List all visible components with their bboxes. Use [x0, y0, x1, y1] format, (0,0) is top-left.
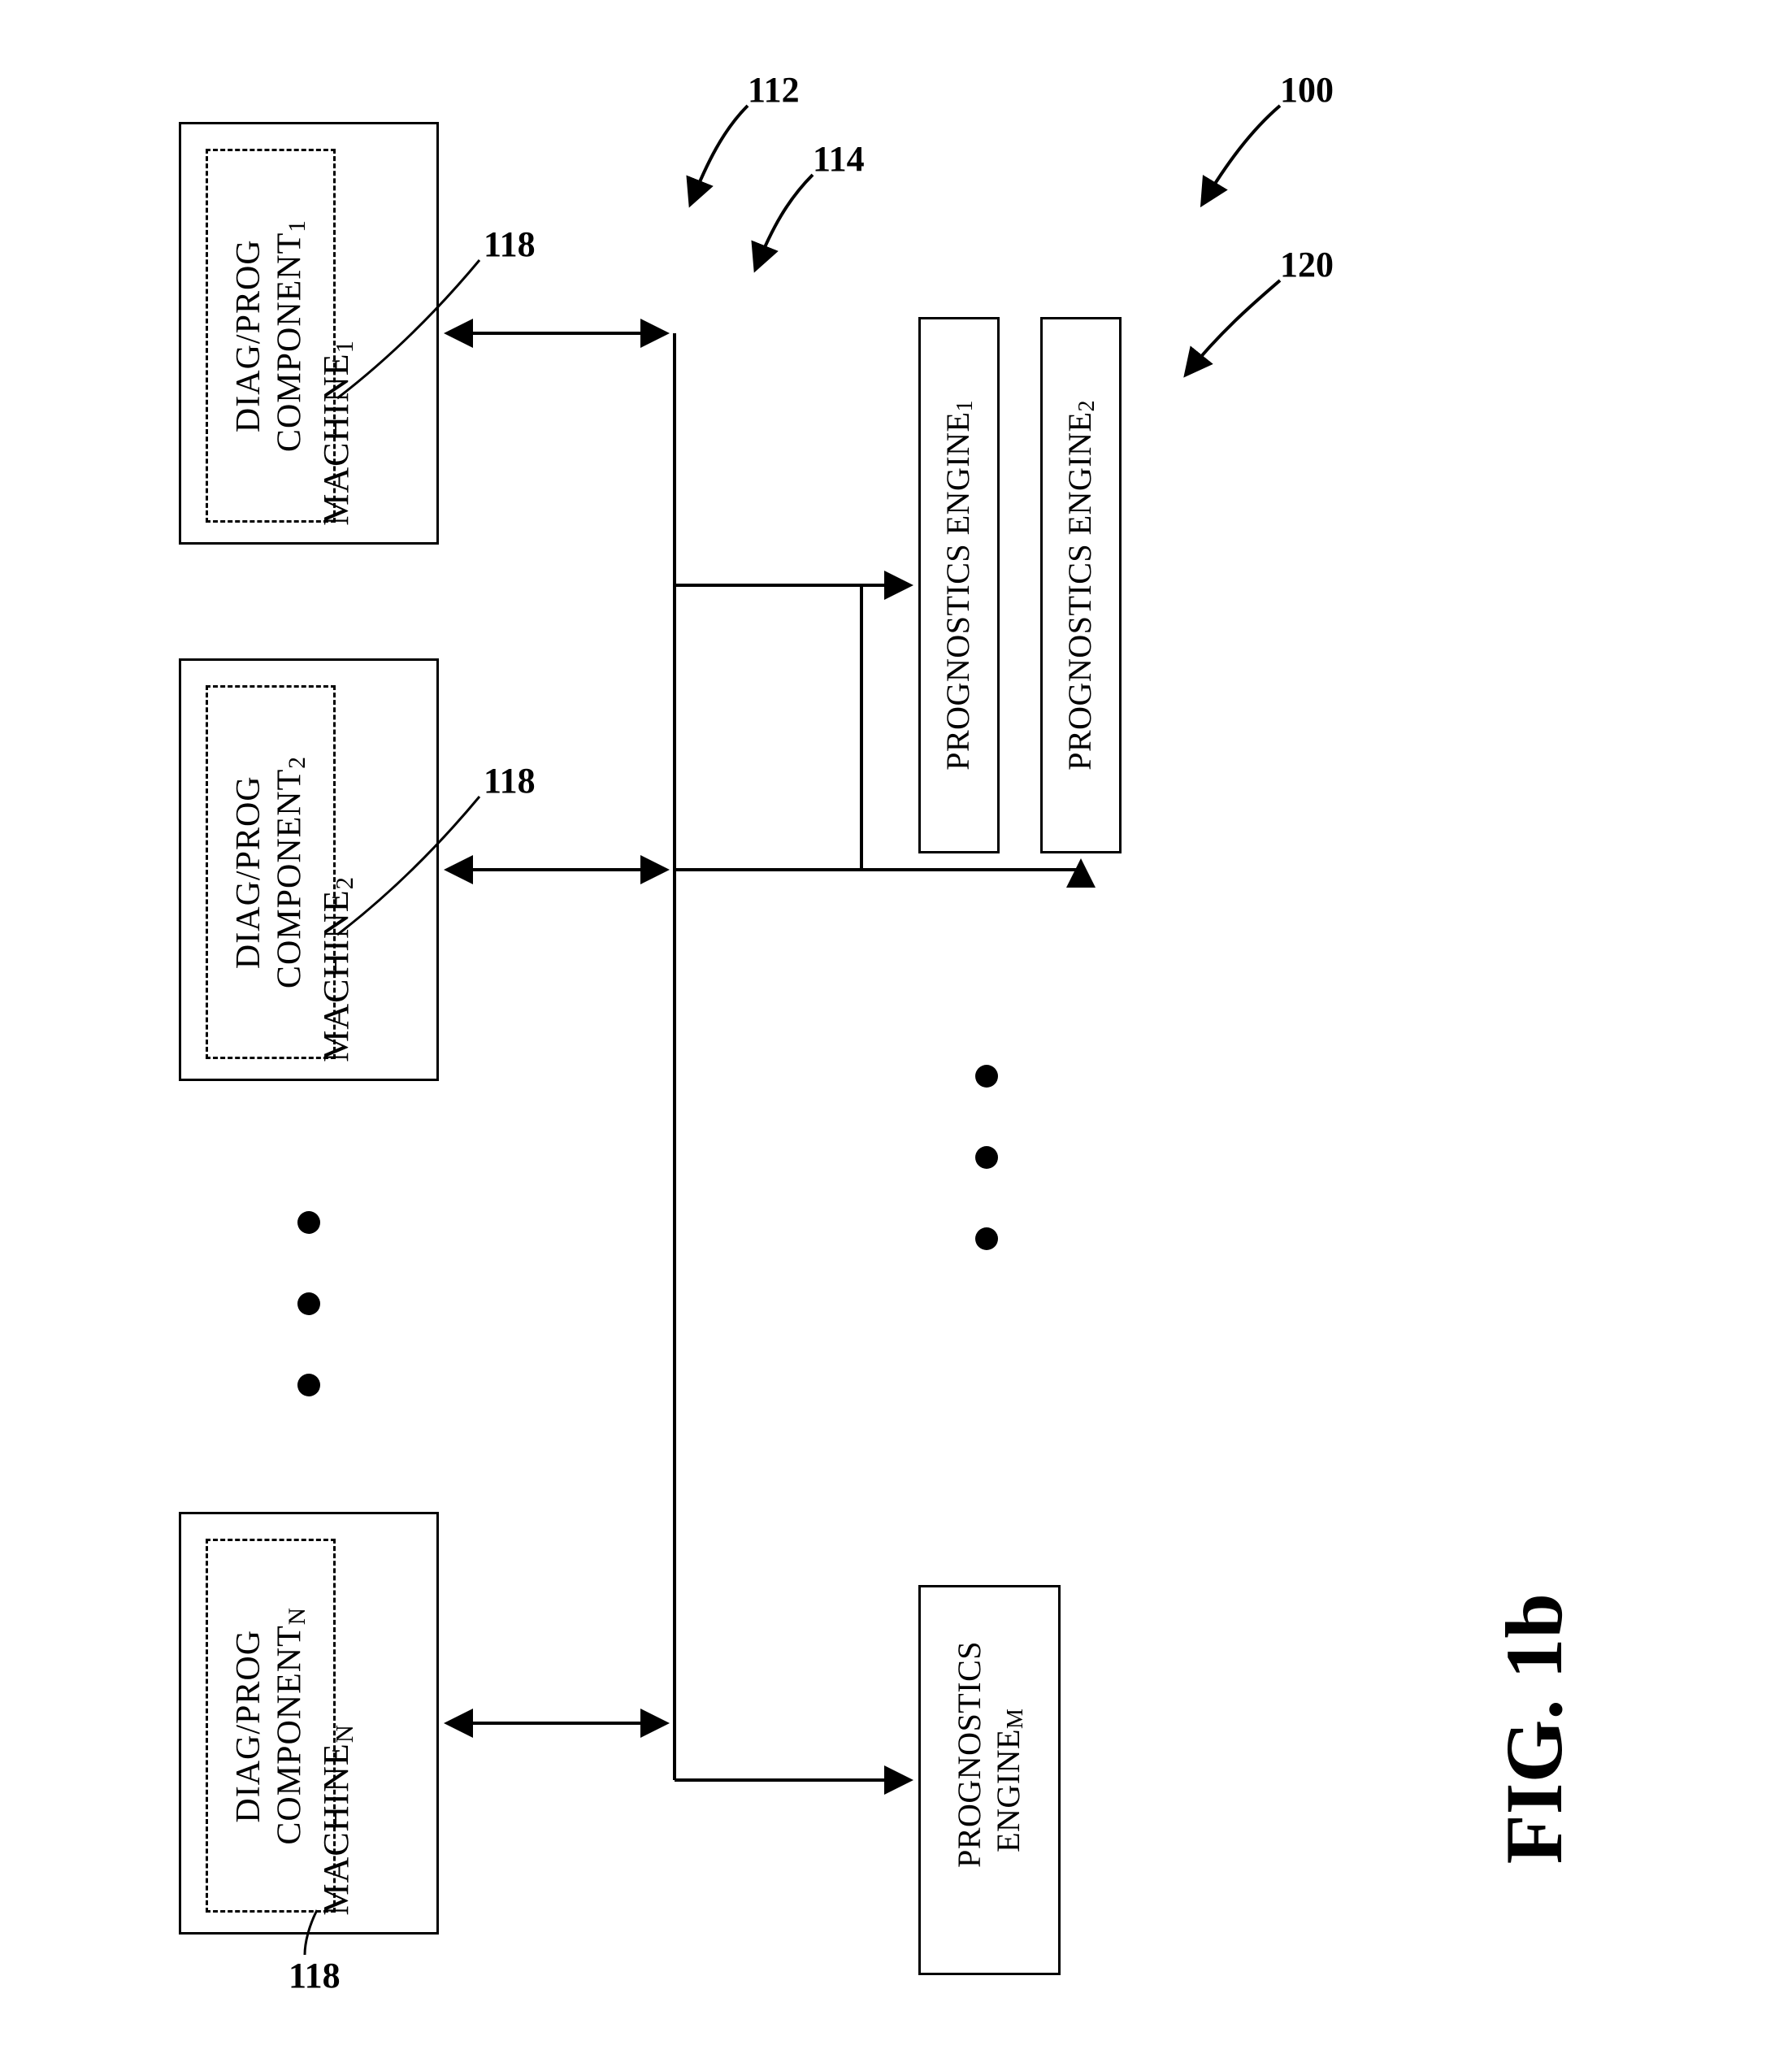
- machine-box-n: DIAG/PROG COMPONENTN MACHINEN: [179, 1512, 439, 1935]
- ellipsis-dot: [297, 1292, 320, 1315]
- component-label-2: DIAG/PROG COMPONENT2: [228, 756, 312, 988]
- ellipsis-dot: [297, 1374, 320, 1396]
- prognostics-engine-2: PROGNOSTICS ENGINE2: [1040, 317, 1122, 853]
- machine-label-2: MACHINE2: [314, 876, 360, 1062]
- ellipsis-dot: [975, 1065, 998, 1088]
- ref-118-n: 118: [289, 1955, 341, 1996]
- ref-120: 120: [1280, 244, 1334, 285]
- ref-114: 114: [813, 138, 865, 180]
- machine-label-1: MACHINE1: [314, 340, 360, 526]
- figure-label: FIG. 1b: [1487, 1593, 1581, 1864]
- machine-label-n: MACHINEN: [314, 1724, 360, 1916]
- machine-box-1: DIAG/PROG COMPONENT1 MACHINE1: [179, 122, 439, 545]
- prognostics-engine-1: PROGNOSTICS ENGINE1: [918, 317, 1000, 853]
- engine-label-1: PROGNOSTICS ENGINE1: [939, 400, 979, 771]
- diagram-canvas: DIAG/PROG COMPONENT1 MACHINE1 118 DIAG/P…: [0, 0, 1792, 2067]
- machine-box-2: DIAG/PROG COMPONENT2 MACHINE2: [179, 658, 439, 1081]
- component-label-n: DIAG/PROG COMPONENTN: [228, 1607, 312, 1845]
- component-label-1: DIAG/PROG COMPONENT1: [228, 219, 312, 452]
- ellipsis-dot: [975, 1146, 998, 1169]
- ref-118-1: 118: [484, 224, 536, 265]
- ref-100: 100: [1280, 69, 1334, 111]
- ellipsis-dot: [297, 1211, 320, 1234]
- ellipsis-dot: [975, 1227, 998, 1250]
- engine-label-2: PROGNOSTICS ENGINE2: [1061, 400, 1101, 771]
- ref-112: 112: [748, 69, 800, 111]
- ref-118-2: 118: [484, 760, 536, 801]
- engine-label-m: PROGNOSTICS ENGINEM: [911, 1641, 1069, 1919]
- prognostics-engine-m: PROGNOSTICS ENGINEM: [918, 1585, 1061, 1975]
